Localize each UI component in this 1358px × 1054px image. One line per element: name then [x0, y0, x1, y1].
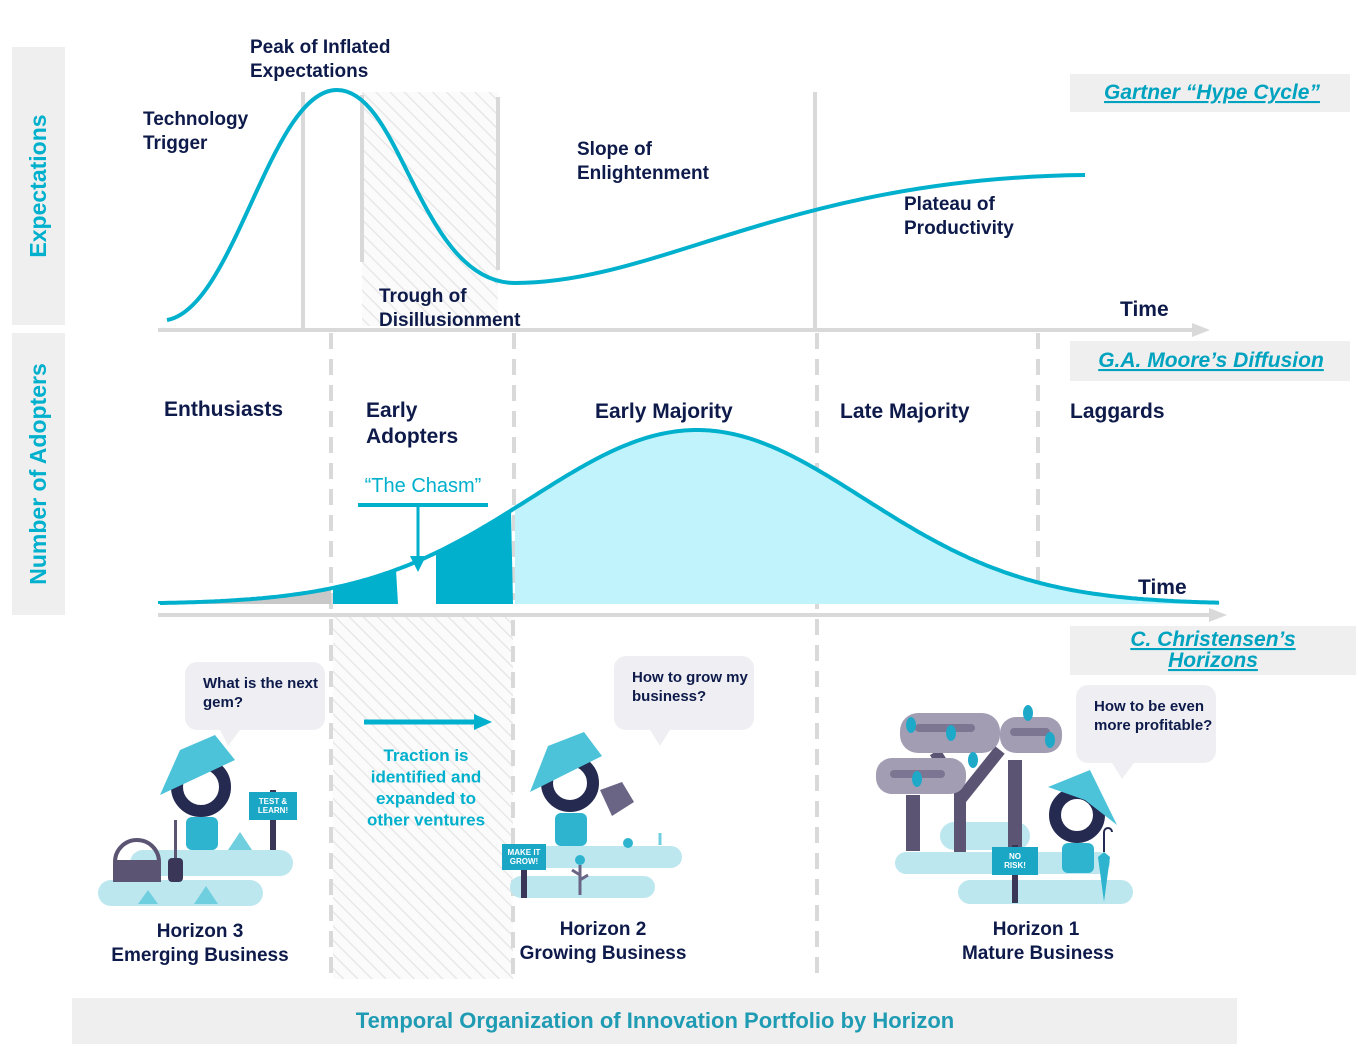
segment-enthusiasts: Enthusiasts — [164, 398, 283, 421]
diffusion-segment-labels: Enthusiasts Early Adopters Early Majority… — [164, 398, 1165, 448]
phase-technology-trigger: Technology Trigger — [143, 109, 249, 154]
sign — [992, 847, 1038, 875]
adopters-label: Number of Adopters — [25, 363, 51, 585]
footer-banner — [72, 998, 1237, 1044]
sign — [502, 844, 546, 870]
chasm-hatch — [333, 617, 513, 979]
chasm-label: “The Chasm” — [365, 475, 482, 497]
early-adopters-area — [436, 510, 513, 604]
bubble-text: How to grow my business? — [632, 669, 748, 705]
segment-laggards: Laggards — [1070, 400, 1165, 423]
horizon-2-subtitle: Growing Business — [520, 943, 687, 964]
hat-icon — [160, 735, 235, 795]
adoption-bell-curve — [158, 428, 1220, 605]
enthusiasts-area — [160, 588, 331, 604]
diffusion-axis-label: Time — [1138, 576, 1187, 599]
basket-icon — [112, 838, 162, 864]
diffusion-axis-arrow-icon — [1209, 608, 1227, 622]
horizon-1-illustration: How to be even more profitable? NO RISK! — [876, 685, 1216, 904]
hat-icon — [1048, 770, 1117, 825]
phase-plateau: Plateau of Productivity — [904, 194, 1014, 239]
bubble-text: How to be even more profitable? — [1094, 698, 1212, 734]
horizon-1-subtitle: Mature Business — [962, 943, 1114, 964]
hype-axis-arrow-icon — [1192, 323, 1210, 337]
shovel-icon — [174, 820, 177, 865]
gartner-source-link[interactable]: Gartner “Hype Cycle” — [1104, 81, 1320, 104]
horizon-2-illustration: How to grow my business? MAKE IT GROW! — [502, 656, 754, 898]
plant-icon — [571, 865, 589, 895]
horizon-1-title: Horizon 1 — [993, 919, 1080, 940]
traction-arrow-icon — [474, 714, 492, 730]
gartner-source-box — [1070, 74, 1350, 112]
segment-early-majority: Early Majority — [595, 400, 733, 423]
speech-bubble — [185, 662, 325, 730]
sign-text: NO RISK! — [1004, 852, 1026, 870]
chasm-arrow-icon — [410, 556, 426, 572]
hype-axis-label: Time — [1120, 298, 1169, 321]
hype-phase-labels: Technology Trigger Peak of Inflated Expect… — [143, 37, 1014, 331]
hype-cycle-curve — [166, 87, 1086, 322]
early-adopters-area — [333, 569, 398, 604]
speech-bubble — [614, 656, 754, 730]
horizon-3-subtitle: Emerging Business — [111, 945, 288, 966]
umbrella-icon — [1098, 852, 1110, 902]
phase-peak: Peak of Inflated Expectations — [250, 37, 390, 82]
hat-icon — [530, 732, 602, 792]
moore-source-link[interactable]: G.A. Moore’s Diffusion — [1098, 349, 1324, 372]
adopters-panel — [12, 333, 65, 615]
christensen-source-box — [1070, 626, 1356, 675]
sign — [249, 792, 297, 820]
christensen-source-link[interactable]: C. Christensen’s Horizons — [1130, 628, 1295, 672]
traction-text: Traction is identified and expanded to othe… — [367, 746, 485, 830]
phase-trough: Trough of Disillusionment — [379, 286, 521, 331]
majority-area — [515, 430, 1220, 604]
segment-early-adopters: Early Adopters — [366, 399, 458, 448]
horizon-2-title: Horizon 2 — [560, 919, 647, 940]
bell-curve-line — [158, 428, 1220, 605]
leaf-icons — [906, 705, 1055, 787]
footer-title: Temporal Organization of Innovation Port… — [356, 1008, 954, 1033]
sign-text: MAKE IT GROW! — [508, 848, 541, 866]
sign-text: TEST & LEARN! — [258, 797, 288, 815]
tree-trunk — [906, 795, 920, 851]
horizon-3-illustration: What is the next gem? TEST & LEARN! — [98, 662, 325, 906]
horizon-3-title: Horizon 3 — [157, 921, 244, 942]
bubble-text: What is the next gem? — [203, 675, 318, 711]
expectations-label: Expectations — [25, 114, 51, 257]
diffusion-dividers — [329, 333, 1040, 978]
phase-slope: Slope of Enlightenment — [577, 139, 710, 184]
speech-bubble — [1076, 685, 1216, 763]
watering-can-icon — [600, 782, 634, 816]
expectations-panel — [12, 47, 65, 325]
moore-source-box — [1070, 341, 1350, 381]
segment-late-majority: Late Majority — [840, 400, 970, 423]
